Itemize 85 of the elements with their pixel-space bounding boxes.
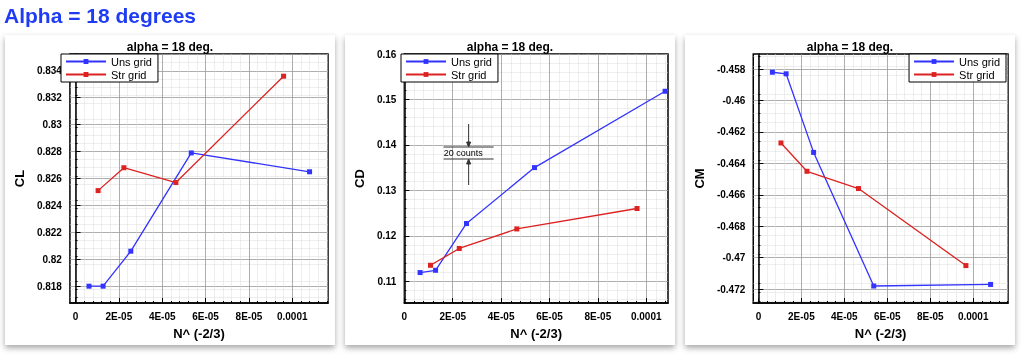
point <box>417 270 423 276</box>
y-tick-label: 0.82 <box>42 253 63 265</box>
point <box>963 263 969 269</box>
y-tick-label: 0.14 <box>376 139 397 151</box>
point <box>95 188 101 194</box>
point <box>783 71 789 77</box>
point <box>433 267 439 273</box>
y-tick-label: 0.83 <box>42 119 63 131</box>
y-axis-title: CM <box>692 168 707 189</box>
y-tick-label: 0.826 <box>36 173 63 184</box>
point <box>531 165 537 171</box>
point <box>634 205 640 211</box>
y-tick-label: -0.464 <box>716 157 746 169</box>
x-axis-title: N^ (-2/3) <box>854 326 907 341</box>
point <box>281 73 287 79</box>
y-tick-label: 0.13 <box>376 184 397 196</box>
point <box>173 180 179 186</box>
y-tick-label: 0.16 <box>376 48 397 60</box>
legend-label: Uns grid <box>111 55 152 68</box>
y-tick-label: 0.834 <box>36 65 63 77</box>
text: Alpha = 18 degrees <box>4 4 197 28</box>
point <box>128 248 134 254</box>
legend-label: Str grid <box>959 68 995 81</box>
chart-title: alpha = 18 deg. <box>466 40 554 54</box>
chart-title: alpha = 18 deg. <box>126 40 214 54</box>
legend-label: Str grid <box>451 68 487 81</box>
y-tick-label: -0.468 <box>716 220 746 232</box>
point <box>662 88 668 94</box>
y-tick-label: -0.458 <box>716 63 746 75</box>
x-tick-label: 0 <box>755 310 762 322</box>
x-tick-label: 6E-05 <box>873 310 902 322</box>
x-axis-title: N^ (-2/3) <box>510 326 563 341</box>
x-tick-label: 6E-05 <box>536 310 564 322</box>
y-tick-label: -0.466 <box>716 189 746 201</box>
y-axis-title: CD <box>352 169 367 188</box>
x-tick-label: 8E-05 <box>916 310 945 322</box>
x-tick-label: 0 <box>72 310 79 322</box>
x-tick-label: 0.0001 <box>957 310 989 322</box>
x-tick-label: 4E-05 <box>487 310 515 322</box>
x-tick-label: 2E-05 <box>105 310 133 322</box>
y-tick-label: -0.46 <box>722 95 746 107</box>
point <box>514 226 520 232</box>
point <box>86 283 92 289</box>
y-tick-label: -0.462 <box>716 126 746 138</box>
x-tick-label: 0.0001 <box>630 310 662 322</box>
point <box>988 281 994 287</box>
annotation: 20 counts <box>443 147 484 158</box>
legend-label: Str grid <box>111 68 147 81</box>
x-tick-label: 2E-05 <box>439 310 467 322</box>
y-tick-label: -0.472 <box>716 283 746 295</box>
y-tick-label: 0.822 <box>36 226 63 238</box>
y-tick-label: 0.818 <box>36 280 63 292</box>
y-tick-label: 0.828 <box>36 146 63 158</box>
x-tick-label: 8E-05 <box>584 310 612 322</box>
x-tick-label: 0.0001 <box>276 310 308 322</box>
x-tick-label: 6E-05 <box>192 310 220 322</box>
point <box>464 220 470 226</box>
point <box>121 165 127 171</box>
x-tick-label: 2E-05 <box>788 310 816 322</box>
chart-title: alpha = 18 deg. <box>806 40 894 54</box>
y-tick-label: 0.12 <box>376 230 397 242</box>
x-tick-label: 4E-05 <box>830 310 859 322</box>
y-tick-label: 0.11 <box>377 275 397 287</box>
point <box>778 140 784 146</box>
point <box>456 245 462 251</box>
point <box>188 150 194 156</box>
legend-label: Uns grid <box>959 55 1001 68</box>
y-tick-label: -0.47 <box>722 252 746 264</box>
x-tick-label: 8E-05 <box>235 310 263 322</box>
point <box>307 169 313 175</box>
y-axis-title: CL <box>12 169 27 188</box>
x-tick-label: 4E-05 <box>148 310 177 322</box>
point <box>427 262 433 268</box>
point <box>811 149 817 155</box>
point <box>769 69 775 75</box>
point <box>856 186 861 192</box>
y-tick-label: 0.15 <box>376 93 397 105</box>
y-tick-label: 0.832 <box>36 92 63 104</box>
point <box>871 283 877 289</box>
x-tick-label: 0 <box>401 310 408 322</box>
point <box>100 283 106 289</box>
legend-label: Uns grid <box>451 55 492 68</box>
x-axis-title: N^ (-2/3) <box>173 326 225 341</box>
point <box>804 168 810 174</box>
y-tick-label: 0.824 <box>36 199 63 211</box>
